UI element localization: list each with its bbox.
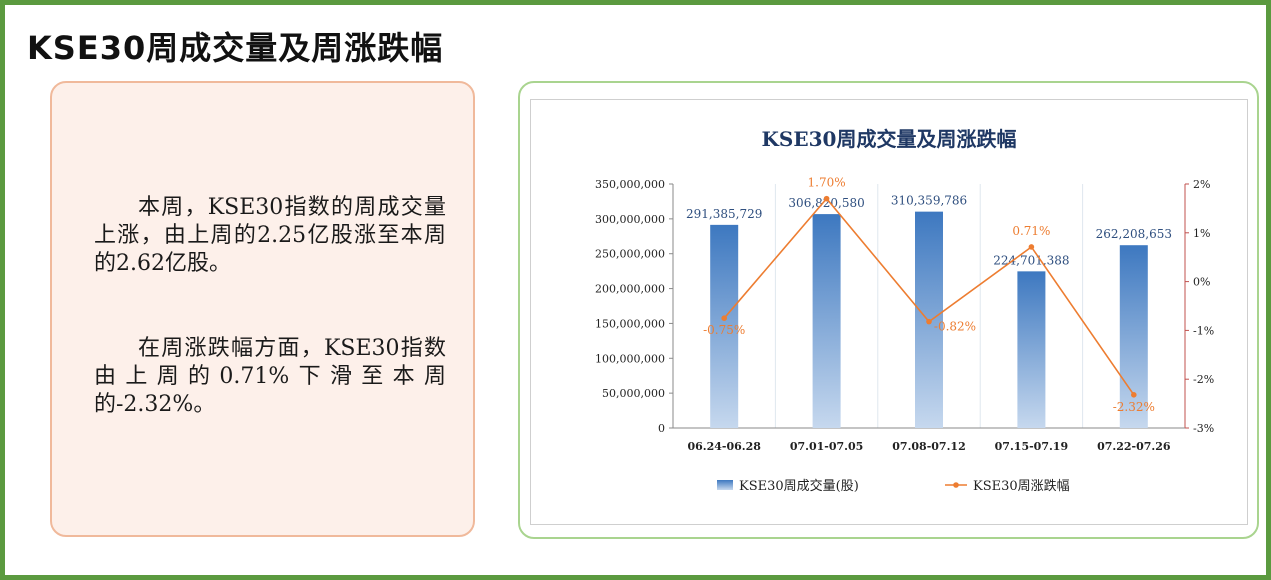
y-right-tick-label: -3% <box>1193 422 1214 435</box>
volume-bar-label: 310,359,786 <box>891 194 967 208</box>
volume-bar-label: 262,208,653 <box>1096 227 1172 241</box>
change-point-label: -0.82% <box>934 320 976 334</box>
combo-chart: KSE30周成交量及周涨跌幅 0 50,000,000 100,000,000 150,… <box>595 127 1214 494</box>
y-right-tick-label: 2% <box>1193 178 1210 191</box>
y-left-tick-label: 50,000,000 <box>602 387 665 400</box>
summary-paragraph-change: 在周涨跌幅方面，KSE30指数由上周的0.71%下滑至本周的-2.32%。 <box>94 336 446 417</box>
y-left-tick-label: 0 <box>658 422 665 435</box>
x-tick-label: 07.15-07.19 <box>995 440 1068 453</box>
y-left-tick-label: 250,000,000 <box>595 248 665 261</box>
legend-volume-swatch <box>717 480 733 490</box>
chart-card: KSE30周成交量及周涨跌幅 0 50,000,000 100,000,000 150,… <box>518 81 1259 539</box>
change-point-label: 0.71% <box>1012 224 1050 238</box>
y-right-tick-label: -1% <box>1193 324 1214 337</box>
y-right-tick-label: 1% <box>1193 227 1210 240</box>
change-point <box>823 195 830 202</box>
volume-bar <box>710 224 739 428</box>
change-point-label: -2.32% <box>1113 400 1155 414</box>
y-right-tick-label: -2% <box>1193 373 1214 386</box>
change-point <box>1131 392 1137 398</box>
volume-bar-label: 306,820,580 <box>788 196 864 210</box>
page-title: KSE30周成交量及周涨跌幅 <box>27 29 444 67</box>
volume-bar-label: 224,701,388 <box>993 253 1069 267</box>
summary-paragraph-volume: 本周，KSE30指数的周成交量上涨，由上周的2.25亿股涨至本周的2.62亿股。 <box>94 195 446 276</box>
y-left-tick-label: 150,000,000 <box>595 317 665 330</box>
x-tick-label: 06.24-06.28 <box>687 440 761 453</box>
change-point <box>721 315 727 321</box>
chart-title: KSE30周成交量及周涨跌幅 <box>762 127 1017 151</box>
chart-panel: KSE30周成交量及周涨跌幅 0 50,000,000 100,000,000 150,… <box>530 99 1248 525</box>
y-left-tick-label: 200,000,000 <box>595 283 665 296</box>
x-tick-label: 07.01-07.05 <box>790 440 863 453</box>
y-right-tick-label: 0% <box>1193 276 1210 289</box>
change-point-label: -0.75% <box>703 323 745 337</box>
summary-card: 本周，KSE30指数的周成交量上涨，由上周的2.25亿股涨至本周的2.62亿股。… <box>50 81 475 537</box>
y-left-tick-label: 350,000,000 <box>595 178 665 191</box>
y-left-tick-label: 300,000,000 <box>595 213 665 226</box>
change-point <box>1028 244 1035 250</box>
volume-bar-label: 291,385,729 <box>686 207 762 221</box>
legend-change-marker <box>953 482 959 488</box>
change-point <box>926 318 932 325</box>
change-point-label: 1.70% <box>808 176 846 190</box>
x-tick-label: 07.22-07.26 <box>1097 440 1171 453</box>
legend-volume-label: KSE30周成交量(股) <box>739 478 859 494</box>
y-left-tick-label: 100,000,000 <box>595 352 665 365</box>
volume-bar <box>1017 271 1046 428</box>
legend-change-label: KSE30周涨跌幅 <box>973 478 1070 494</box>
x-tick-label: 07.08-07.12 <box>892 440 965 453</box>
volume-bar <box>812 214 841 428</box>
